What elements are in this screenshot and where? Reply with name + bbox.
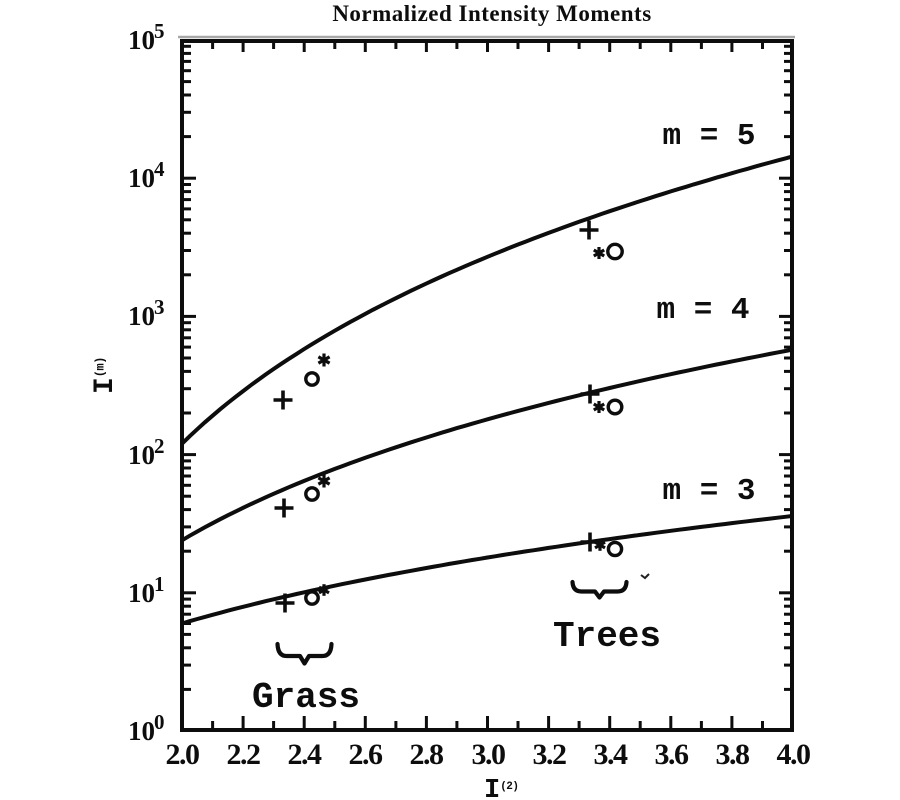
svg-text:2.4: 2.4 xyxy=(288,738,323,771)
svg-text:5: 5 xyxy=(154,19,165,43)
svg-text:4: 4 xyxy=(154,157,165,181)
svg-text:3.4: 3.4 xyxy=(594,738,629,771)
svg-text:3.6: 3.6 xyxy=(655,738,690,771)
svg-text:3.2: 3.2 xyxy=(533,738,567,771)
svg-text:10: 10 xyxy=(128,578,155,608)
svg-text:2.8: 2.8 xyxy=(410,738,444,771)
svg-text:0: 0 xyxy=(154,710,165,734)
svg-text:10: 10 xyxy=(128,440,155,470)
svg-text:2.6: 2.6 xyxy=(349,738,384,771)
svg-text:Normalized Intensity Moments: Normalized Intensity Moments xyxy=(332,1,651,26)
svg-text:3: 3 xyxy=(154,295,165,319)
svg-text:10: 10 xyxy=(128,163,155,193)
svg-text:3.8: 3.8 xyxy=(716,738,750,771)
svg-text:Grass: Grass xyxy=(252,677,360,718)
svg-text:m = 4: m = 4 xyxy=(656,293,749,328)
svg-text:4.0: 4.0 xyxy=(777,738,811,771)
svg-text:2.0: 2.0 xyxy=(166,738,200,771)
svg-text:3.0: 3.0 xyxy=(472,738,506,771)
svg-text:2: 2 xyxy=(154,434,165,458)
svg-text:m = 5: m = 5 xyxy=(662,119,755,154)
svg-text:10: 10 xyxy=(128,716,155,746)
svg-text:Trees: Trees xyxy=(553,616,661,657)
svg-text:10: 10 xyxy=(128,301,155,331)
svg-text:m = 3: m = 3 xyxy=(662,474,755,509)
svg-text:2.2: 2.2 xyxy=(227,738,261,771)
svg-text:10: 10 xyxy=(128,25,155,55)
svg-text:1: 1 xyxy=(154,572,165,596)
